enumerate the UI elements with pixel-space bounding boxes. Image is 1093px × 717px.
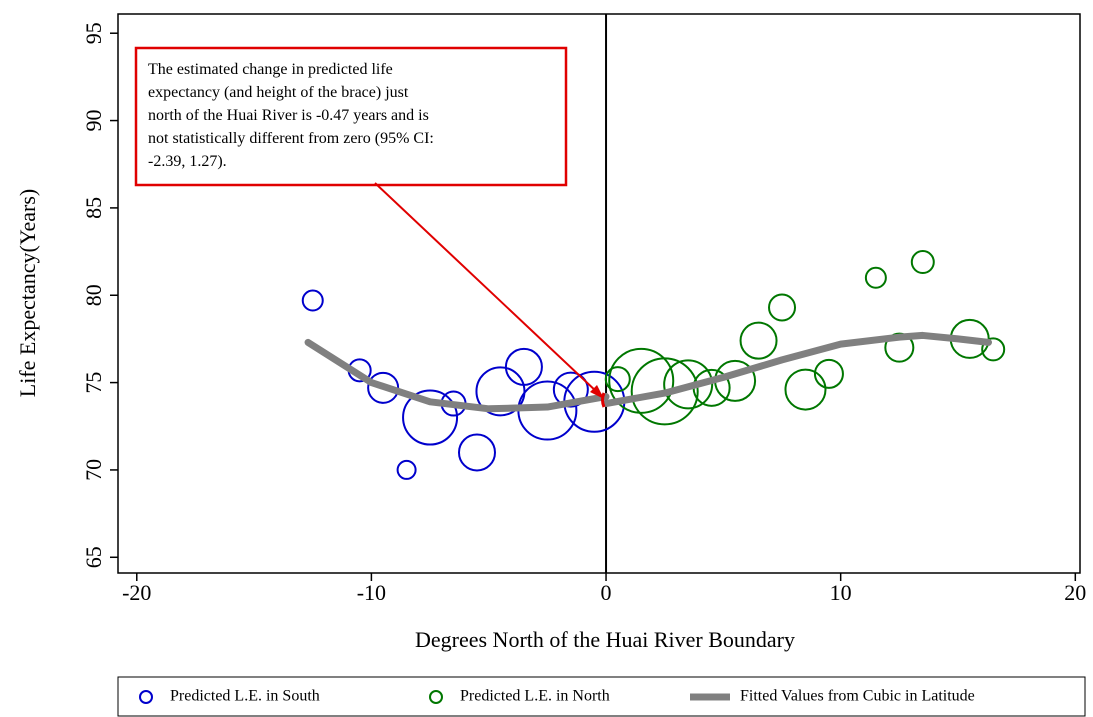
bubble: [813, 358, 844, 389]
plot-area: -20 -10 0 10 20 65 70 75 80 85 90 95: [81, 14, 1086, 605]
annotation: The estimated change in predicted life ex…: [148, 61, 434, 170]
legend-label: Predicted L.E. in South: [170, 688, 320, 705]
y-tick-label: 75: [81, 372, 106, 394]
y-tick-label: 95: [81, 22, 106, 44]
bubble: [864, 266, 887, 289]
bubble: [630, 357, 699, 426]
x-axis-title: Degrees North of the Huai River Boundary: [415, 627, 795, 652]
x-tick-label: 10: [830, 580, 852, 605]
bubble: [301, 289, 324, 312]
legend-label: Predicted L.E. in North: [460, 688, 610, 705]
legend-swatch: [429, 690, 443, 704]
legend-label: Fitted Values from Cubic in Latitude: [740, 688, 975, 705]
bubble: [910, 250, 935, 275]
bubble: [608, 347, 675, 414]
bubble: [552, 371, 589, 408]
annotation-box: [134, 46, 568, 187]
bubble: [784, 368, 827, 411]
fitted-line: [304, 331, 992, 413]
bubble: [457, 433, 496, 472]
annotation-line: expectancy (and height of the brace) jus…: [148, 84, 409, 101]
bubble: [768, 293, 797, 322]
bubble: [396, 459, 417, 480]
x-tick-label: -20: [122, 580, 151, 605]
y-tick-label: 85: [81, 197, 106, 219]
y-tick-label: 65: [81, 546, 106, 568]
x-tick-label: 20: [1064, 580, 1086, 605]
y-tick-label: 90: [81, 110, 106, 132]
y-axis-title: Life Expectancy(Years): [15, 189, 40, 398]
plot-frame: [117, 13, 1081, 574]
bubble: [504, 347, 543, 386]
bubble: [604, 366, 631, 393]
bubble: [663, 359, 714, 410]
legend: Predicted L.E. in South Predicted L.E. in…: [139, 688, 975, 705]
legend-box: [117, 676, 1086, 717]
annotation-line: north of the Huai River is -0.47 years a…: [148, 107, 429, 124]
x-tick-label: 0: [601, 580, 612, 605]
arrow-head: [590, 385, 604, 399]
brace: [601, 392, 606, 408]
annotation-line: The estimated change in predicted life: [148, 61, 393, 78]
bubble: [884, 332, 915, 363]
y-tick-label: 70: [81, 459, 106, 481]
legend-swatch: [139, 690, 153, 704]
annotation-arrow: [374, 182, 599, 394]
x-tick-label: -10: [357, 580, 386, 605]
bubble: [739, 321, 778, 360]
y-tick-label: 80: [81, 284, 106, 306]
annotation-line: -2.39, 1.27).: [148, 153, 227, 170]
bubble: [402, 389, 459, 446]
bubble: [981, 337, 1006, 362]
annotation-line: not statistically different from zero (9…: [148, 130, 434, 147]
